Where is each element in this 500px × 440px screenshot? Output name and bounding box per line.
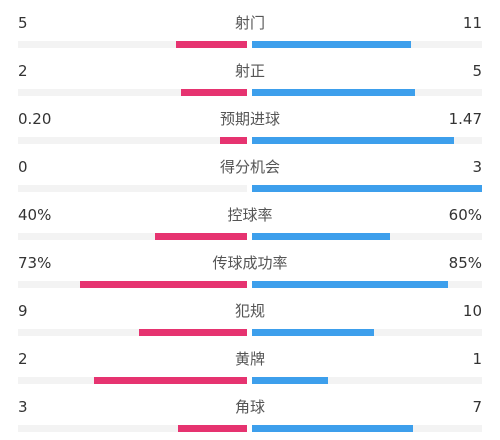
right-value: 3 (472, 158, 482, 176)
left-value: 73% (18, 254, 52, 272)
left-bar (220, 137, 247, 144)
right-value: 10 (462, 302, 482, 320)
left-bar (94, 377, 247, 384)
left-value: 0 (18, 158, 28, 176)
left-value: 2 (18, 350, 28, 368)
stat-label: 犯规 (234, 302, 265, 320)
right-track (252, 281, 482, 288)
left-track (18, 89, 247, 96)
left-track (18, 41, 247, 48)
stat-row: 2 射正 5 (0, 50, 500, 98)
right-bar (252, 281, 448, 288)
left-bar (176, 41, 247, 48)
left-value: 3 (18, 398, 28, 416)
right-value: 1 (472, 350, 482, 368)
left-track (18, 185, 247, 192)
stat-label: 传球成功率 (212, 254, 288, 272)
left-bar (178, 425, 247, 432)
right-bar (252, 425, 413, 432)
stat-label: 黄牌 (234, 350, 265, 368)
stat-row: 2 黄牌 1 (0, 338, 500, 386)
stat-row: 5 射门 11 (0, 2, 500, 50)
left-bar (139, 329, 247, 336)
stat-label: 得分机会 (219, 158, 280, 176)
left-track (18, 137, 247, 144)
right-track (252, 377, 482, 384)
left-value: 2 (18, 62, 28, 80)
right-bar (252, 137, 454, 144)
left-track (18, 233, 247, 240)
left-bar (181, 89, 247, 96)
stat-row: 0.20 预期进球 1.47 (0, 98, 500, 146)
left-value: 0.20 (18, 110, 52, 128)
stat-row: 73% 传球成功率 85% (0, 242, 500, 290)
left-track (18, 425, 247, 432)
right-bar (252, 89, 415, 96)
right-track (252, 233, 482, 240)
right-bar (252, 329, 374, 336)
right-value: 85% (448, 254, 482, 272)
right-track (252, 89, 482, 96)
stat-label: 射正 (234, 62, 265, 80)
left-value: 40% (18, 206, 52, 224)
right-bar (252, 185, 482, 192)
right-value: 5 (472, 62, 482, 80)
left-value: 9 (18, 302, 28, 320)
stat-label: 射门 (234, 14, 265, 32)
right-track (252, 137, 482, 144)
right-value: 11 (462, 14, 482, 32)
stat-row: 3 角球 7 (0, 386, 500, 434)
stat-row: 40% 控球率 60% (0, 194, 500, 242)
right-value: 7 (472, 398, 482, 416)
left-value: 5 (18, 14, 28, 32)
right-bar (252, 233, 390, 240)
right-track (252, 185, 482, 192)
left-track (18, 329, 247, 336)
left-bar (155, 233, 247, 240)
right-value: 60% (448, 206, 482, 224)
left-bar (80, 281, 247, 288)
right-value: 1.47 (448, 110, 482, 128)
left-track (18, 377, 247, 384)
stat-row: 0 得分机会 3 (0, 146, 500, 194)
right-track (252, 425, 482, 432)
stat-label: 控球率 (227, 206, 273, 224)
stat-row: 9 犯规 10 (0, 290, 500, 338)
right-track (252, 329, 482, 336)
right-track (252, 41, 482, 48)
right-bar (252, 41, 411, 48)
stat-label: 预期进球 (219, 110, 280, 128)
stat-label: 角球 (234, 398, 265, 416)
right-bar (252, 377, 328, 384)
left-track (18, 281, 247, 288)
